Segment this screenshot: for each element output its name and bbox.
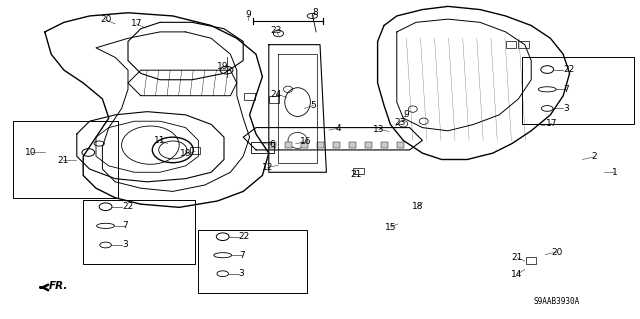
- Text: 7: 7: [122, 221, 128, 230]
- Text: 20: 20: [551, 248, 563, 256]
- Text: 24: 24: [271, 90, 282, 99]
- Bar: [397, 142, 404, 148]
- Bar: [506, 41, 516, 48]
- Text: FR.: FR.: [49, 281, 68, 291]
- Text: 3: 3: [239, 269, 244, 278]
- Bar: [13, 121, 118, 198]
- Bar: [83, 200, 195, 264]
- Text: 19: 19: [217, 62, 228, 71]
- Bar: [518, 41, 529, 48]
- Text: 18: 18: [412, 202, 423, 211]
- Text: 11: 11: [154, 136, 166, 145]
- Text: 3: 3: [122, 241, 128, 249]
- Bar: [381, 142, 388, 148]
- Bar: [198, 230, 307, 293]
- Text: 7: 7: [563, 85, 569, 94]
- Bar: [349, 142, 356, 148]
- Bar: [269, 96, 279, 103]
- Text: 23: 23: [271, 26, 282, 35]
- Text: 22: 22: [563, 65, 575, 74]
- Bar: [526, 257, 536, 264]
- Text: 8: 8: [312, 8, 317, 17]
- Bar: [251, 142, 274, 153]
- Text: 21: 21: [511, 253, 523, 262]
- Text: 10: 10: [25, 148, 36, 157]
- Text: 17: 17: [131, 19, 142, 28]
- Bar: [353, 168, 364, 174]
- Text: 7: 7: [239, 251, 244, 260]
- Bar: [333, 142, 340, 148]
- Bar: [190, 147, 200, 154]
- Text: 1: 1: [612, 168, 617, 177]
- Text: 22: 22: [239, 232, 250, 241]
- Text: 22: 22: [122, 202, 134, 211]
- Bar: [522, 57, 634, 124]
- Text: 23: 23: [394, 118, 406, 127]
- Text: 18: 18: [180, 149, 191, 158]
- Text: S9AAB3930A: S9AAB3930A: [534, 297, 580, 306]
- Text: 20: 20: [100, 15, 111, 24]
- Bar: [365, 142, 372, 148]
- Text: 13: 13: [373, 125, 385, 134]
- Bar: [317, 142, 324, 148]
- Text: 16: 16: [300, 137, 312, 146]
- Text: 12: 12: [262, 163, 273, 172]
- Text: 9: 9: [404, 110, 409, 119]
- Text: 21: 21: [57, 156, 68, 165]
- Text: 4: 4: [335, 124, 340, 133]
- Text: 3: 3: [563, 104, 569, 113]
- Text: 9: 9: [246, 10, 251, 19]
- Bar: [301, 142, 308, 148]
- Bar: [244, 93, 255, 100]
- Text: 17: 17: [546, 119, 557, 128]
- Bar: [285, 142, 292, 148]
- Bar: [269, 142, 276, 148]
- Text: 14: 14: [511, 270, 523, 279]
- Text: 15: 15: [385, 223, 396, 232]
- Text: 2: 2: [591, 152, 596, 161]
- Text: 21: 21: [350, 170, 362, 179]
- Text: 6: 6: [269, 140, 275, 149]
- Text: 5: 5: [311, 101, 316, 110]
